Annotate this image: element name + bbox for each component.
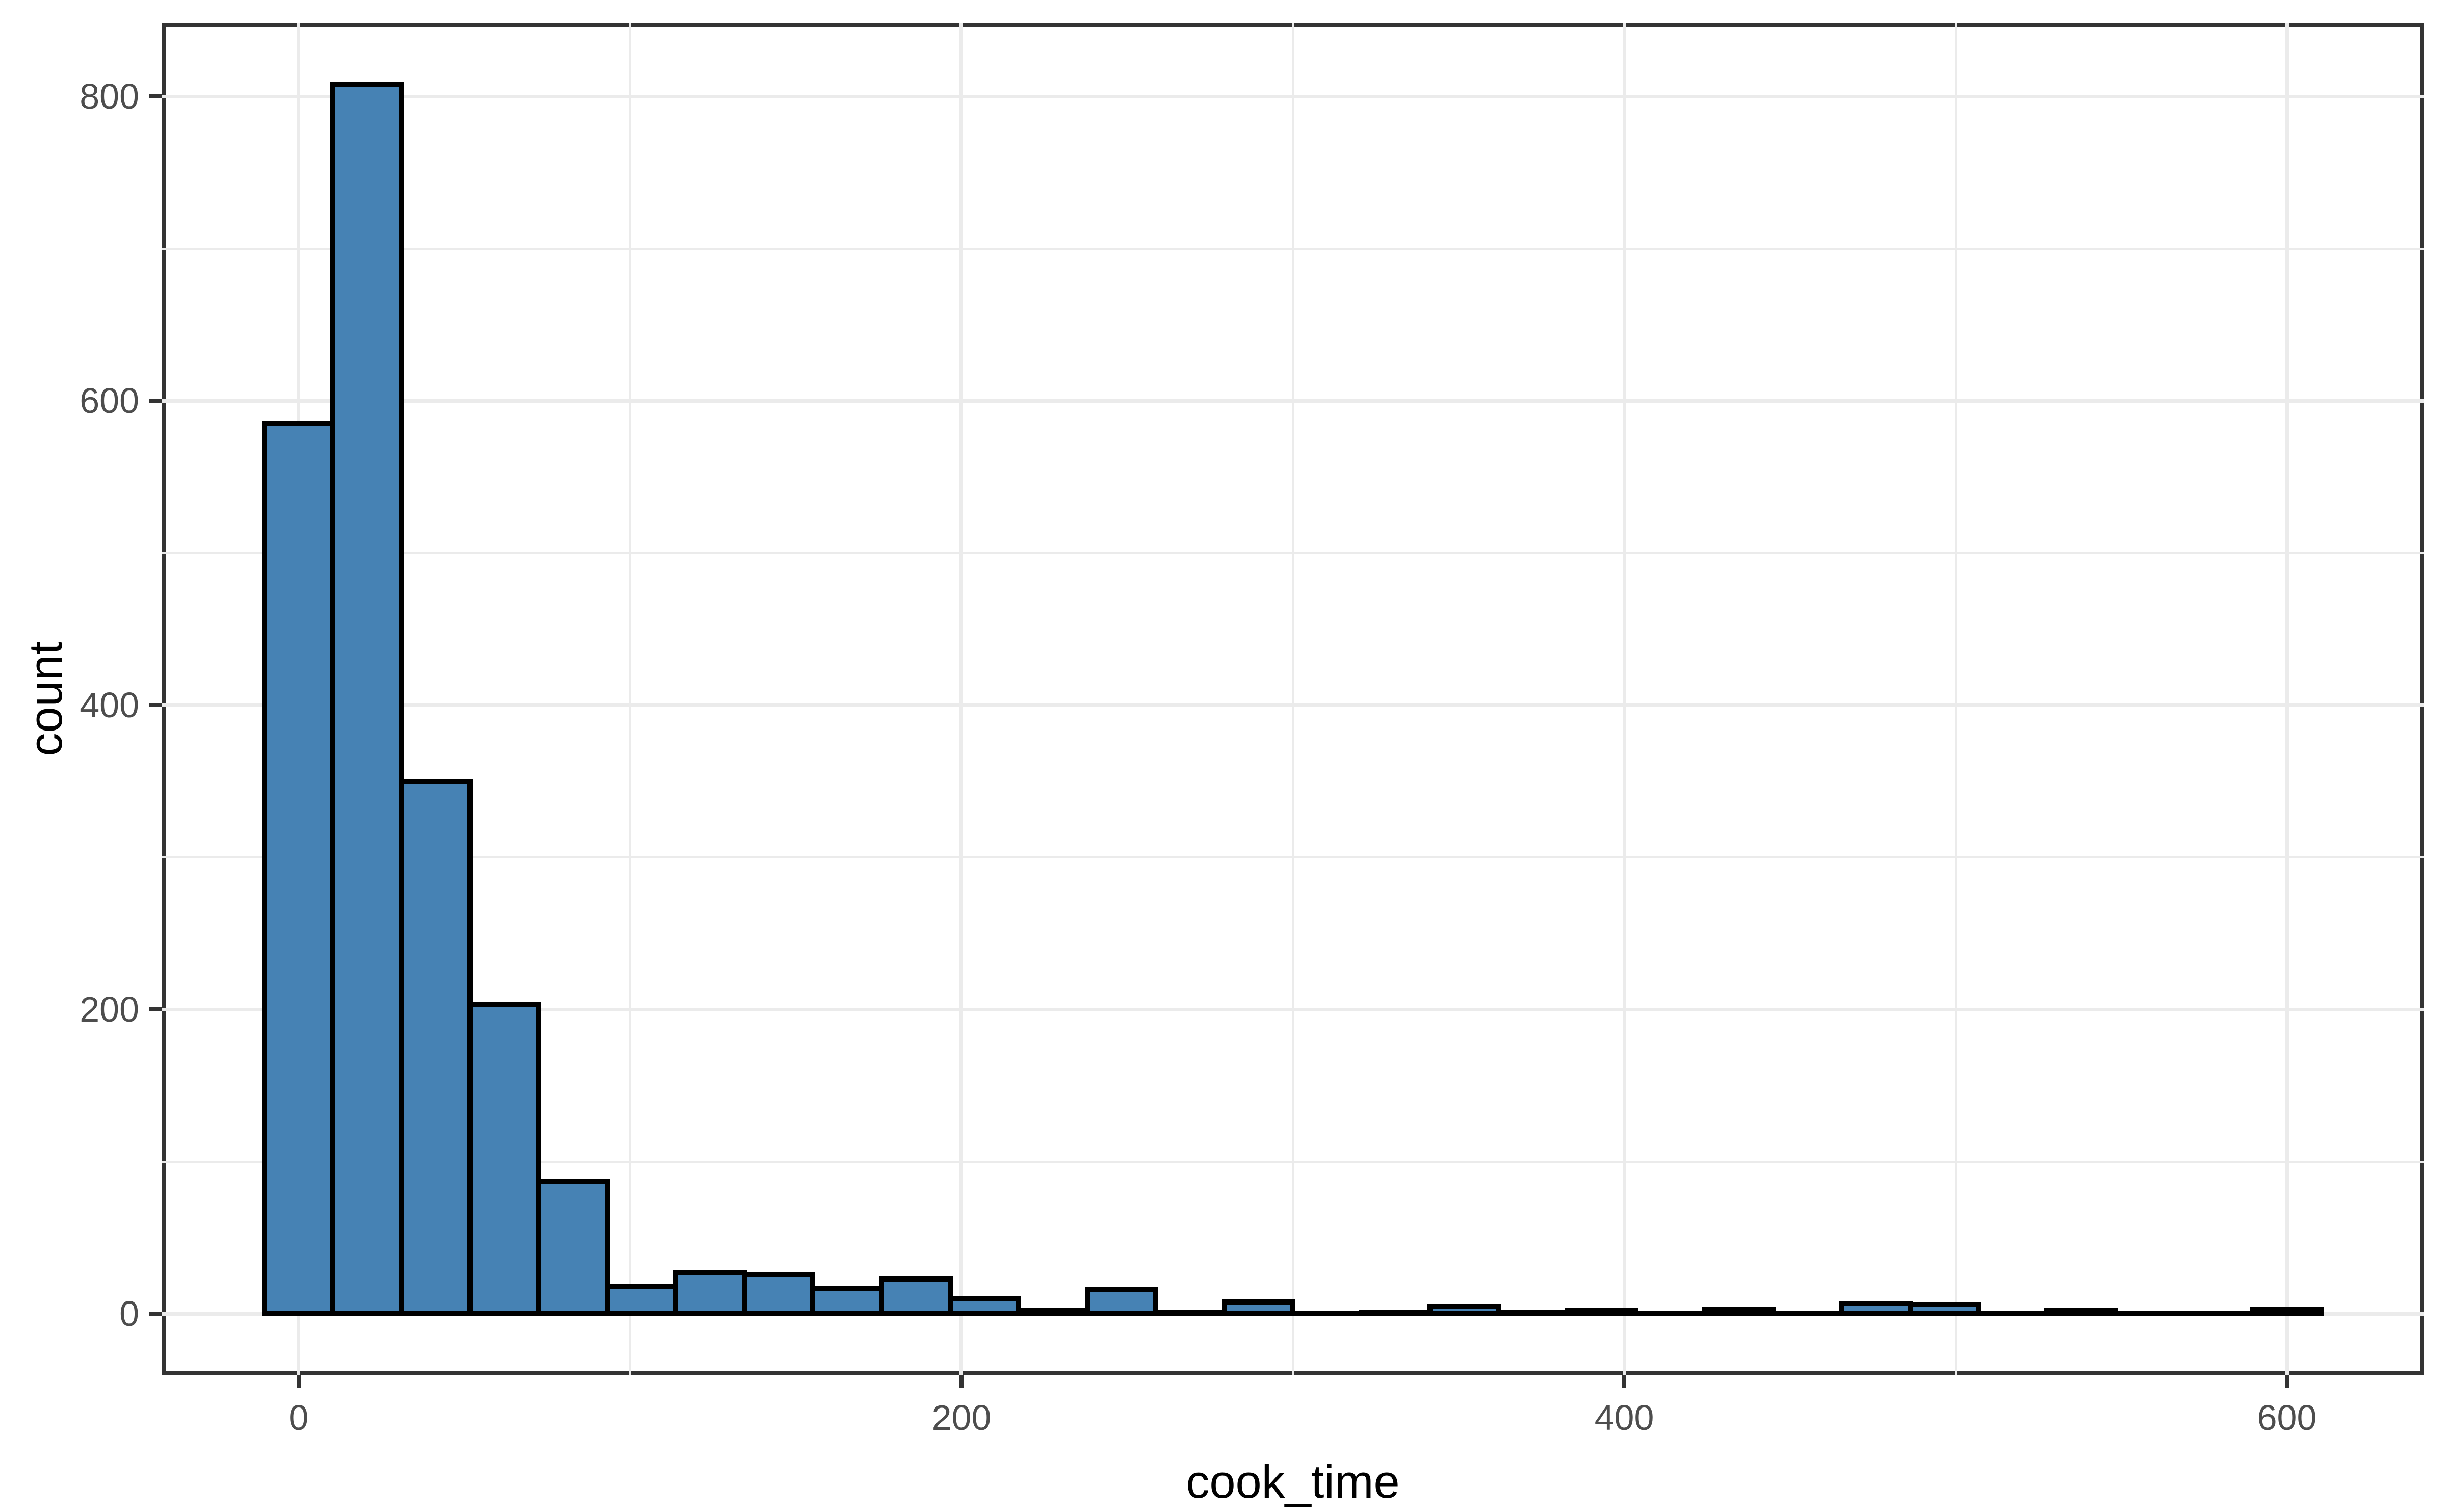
histogram-bar-fill (404, 784, 468, 1312)
y-tick-mark (149, 1312, 162, 1316)
x-tick-mark (959, 1375, 964, 1388)
x-minor-gridline (629, 23, 631, 1375)
histogram-bar (2250, 1307, 2324, 1317)
histogram-bar-fill (952, 1301, 1017, 1312)
x-tick-mark (2285, 1375, 2289, 1388)
histogram-bar-fill (541, 1184, 605, 1312)
histogram-bar (1975, 1311, 2050, 1317)
histogram-bar-fill (609, 1289, 673, 1312)
histogram-bar (1221, 1299, 1296, 1317)
histogram-bar (536, 1179, 610, 1317)
x-axis-title: cook_time (1186, 1456, 1400, 1508)
y-major-gridline (162, 94, 2424, 98)
histogram-bar (1907, 1302, 1982, 1317)
histogram-bar (467, 1002, 541, 1317)
y-tick-label: 600 (80, 381, 139, 421)
histogram-bar (604, 1284, 679, 1317)
histogram-bar (1702, 1307, 1776, 1317)
plot-panel (162, 23, 2424, 1375)
plot-panel-content (162, 23, 2424, 1375)
histogram-bar (1496, 1310, 1570, 1317)
histogram-bar-fill (1912, 1307, 1976, 1312)
histogram-bar (399, 778, 473, 1317)
histogram-bar (1290, 1311, 1364, 1317)
y-tick-label: 200 (80, 989, 139, 1030)
y-tick-mark (149, 703, 162, 708)
x-major-gridline (1622, 23, 1626, 1375)
histogram-bar-fill (1432, 1309, 1496, 1312)
histogram-bar-fill (884, 1281, 948, 1312)
histogram-bar (2044, 1308, 2118, 1317)
histogram-bar (1153, 1310, 1227, 1317)
histogram-bar-fill (335, 87, 399, 1312)
histogram-bar (810, 1285, 884, 1317)
histogram-bar (879, 1276, 953, 1317)
histogram-bar-fill (473, 1007, 536, 1312)
histogram-bar-fill (815, 1290, 879, 1312)
y-tick-mark (149, 94, 162, 99)
histogram-bar (1633, 1311, 1707, 1317)
histogram-bar-fill (1089, 1292, 1154, 1312)
x-major-gridline (959, 23, 964, 1375)
histogram-bar (330, 82, 404, 1317)
histogram-bar (741, 1271, 816, 1317)
x-minor-gridline (1292, 23, 1294, 1375)
histogram-bar-fill (746, 1276, 811, 1312)
x-tick-label: 600 (2257, 1398, 2317, 1438)
histogram-bar (262, 421, 336, 1317)
histogram-bar (1084, 1287, 1159, 1317)
histogram-bar (1359, 1310, 1433, 1317)
histogram-bar (2181, 1311, 2255, 1317)
y-tick-label: 400 (80, 685, 139, 725)
histogram-bar (1564, 1308, 1638, 1317)
histogram-bar-fill (267, 426, 331, 1312)
histogram-bar (947, 1296, 1022, 1317)
histogram-bar (1016, 1308, 1090, 1317)
x-tick-label: 200 (931, 1398, 992, 1438)
histogram-bar (673, 1270, 747, 1317)
x-tick-label: 0 (289, 1398, 309, 1438)
histogram-bar (2113, 1311, 2187, 1317)
y-tick-mark (149, 399, 162, 403)
histogram-bar (1839, 1300, 1913, 1317)
x-tick-label: 400 (1594, 1398, 1654, 1438)
histogram-bar (1770, 1311, 1844, 1317)
histogram-bar-fill (1227, 1304, 1291, 1312)
y-major-gridline (162, 703, 2424, 707)
y-major-gridline (162, 1007, 2424, 1011)
histogram-bar (1427, 1304, 1501, 1317)
y-tick-label: 0 (119, 1294, 139, 1334)
x-minor-gridline (1955, 23, 1957, 1375)
y-tick-mark (149, 1007, 162, 1012)
histogram-bar-fill (678, 1275, 742, 1312)
y-tick-label: 800 (80, 76, 139, 117)
x-major-gridline (2285, 23, 2289, 1375)
histogram-bar-fill (1844, 1306, 1908, 1312)
x-tick-mark (1622, 1375, 1626, 1388)
y-major-gridline (162, 399, 2424, 403)
x-tick-mark (296, 1375, 301, 1388)
